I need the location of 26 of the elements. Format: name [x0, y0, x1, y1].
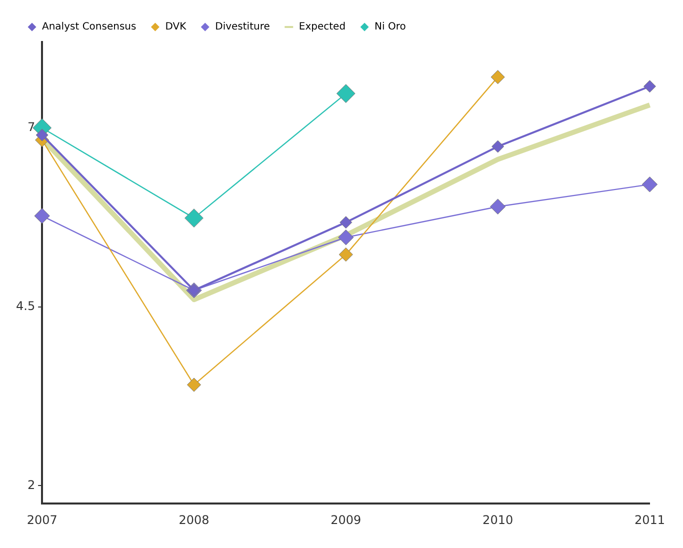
point — [338, 248, 353, 262]
point — [490, 70, 505, 84]
legend-label: Analyst Consensus — [42, 22, 136, 33]
legend-label: DVK — [165, 22, 187, 33]
y-tick-label: 2 — [27, 478, 36, 492]
point — [336, 84, 356, 103]
point — [490, 198, 506, 214]
y-tick-label: 7 — [27, 120, 36, 134]
point — [492, 140, 504, 153]
x-tick-label: 2009 — [330, 512, 362, 527]
point — [36, 128, 48, 142]
legend-label: Expected — [298, 22, 346, 33]
point — [642, 176, 658, 192]
legend-label: Ni Oro — [374, 22, 406, 33]
point — [34, 208, 50, 224]
point — [184, 208, 204, 228]
legend-label: Divestiture — [215, 22, 270, 33]
x-tick-label: 2011 — [634, 512, 666, 527]
y-tick-label: 4.5 — [16, 298, 36, 313]
x-tick-label: 2010 — [482, 512, 514, 527]
point — [643, 80, 656, 93]
point — [186, 378, 202, 392]
point — [340, 216, 352, 229]
point — [338, 230, 354, 246]
x-tick-label: 2007 — [26, 512, 58, 527]
x-tick-label: 2008 — [178, 512, 210, 527]
